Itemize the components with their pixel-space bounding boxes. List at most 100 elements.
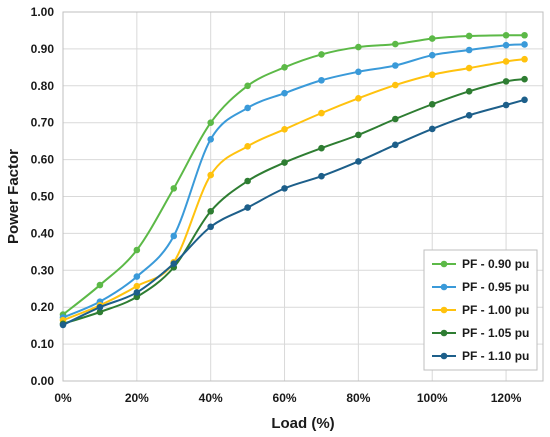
data-point	[465, 46, 473, 54]
data-point	[428, 125, 436, 133]
y-tick-label: 0.50	[31, 190, 55, 204]
series-line	[62, 58, 525, 322]
x-tick-label: 120%	[491, 391, 522, 405]
data-point	[170, 185, 178, 192]
y-tick-label: 0.80	[31, 79, 55, 93]
data-point	[392, 62, 399, 69]
x-tick-label: 80%	[346, 391, 370, 405]
data-point	[392, 40, 399, 48]
legend-item: PF - 0.90 pu	[432, 257, 529, 271]
y-tick-label: 0.40	[31, 226, 55, 240]
data-point	[521, 41, 528, 48]
legend-label: PF - 0.90 pu	[462, 257, 529, 271]
legend-swatch-marker	[440, 329, 448, 337]
series-line	[62, 43, 525, 319]
series-1	[59, 31, 528, 318]
data-point	[281, 89, 288, 97]
legend-swatch-marker	[440, 283, 448, 291]
data-point	[521, 96, 528, 104]
legend-label: PF - 1.05 pu	[462, 326, 529, 340]
series-line	[62, 34, 525, 316]
data-point	[392, 141, 399, 149]
data-point	[96, 303, 104, 311]
data-point	[318, 109, 325, 117]
data-point	[281, 64, 288, 71]
data-point	[502, 101, 510, 109]
data-point	[465, 112, 473, 119]
data-point	[96, 281, 104, 289]
data-point	[355, 158, 362, 165]
data-point	[521, 31, 528, 39]
y-tick-label: 0.00	[31, 374, 55, 388]
legend-swatch-marker	[440, 352, 448, 360]
data-point	[133, 282, 141, 290]
x-tick-label: 100%	[417, 391, 448, 405]
y-axis-ticks: 0.00 0.10 0.20 0.30 0.40 0.50 0.60 0.70 0.80 0.90…	[31, 5, 55, 388]
data-point	[207, 207, 214, 215]
data-point	[428, 100, 436, 108]
data-point	[428, 71, 436, 79]
legend-label: PF - 0.95 pu	[462, 280, 529, 294]
data-point	[392, 115, 399, 123]
data-point	[281, 159, 288, 166]
data-point	[207, 136, 214, 143]
y-tick-label: 0.20	[31, 300, 55, 314]
data-point	[465, 64, 473, 72]
data-point	[133, 273, 141, 280]
data-point	[428, 35, 436, 42]
data-point	[281, 185, 288, 192]
data-point	[465, 88, 473, 95]
data-point	[244, 82, 251, 90]
y-tick-label: 0.30	[31, 263, 55, 277]
y-tick-label: 0.70	[31, 116, 55, 130]
data-point	[355, 43, 362, 51]
data-point	[207, 223, 214, 231]
data-point	[392, 81, 399, 89]
x-axis-title: Load (%)	[271, 415, 334, 432]
data-point	[502, 31, 510, 39]
legend-label: PF - 1.10 pu	[462, 349, 529, 363]
x-axis-ticks: 0% 20% 40% 60% 80% 100% 120%	[54, 391, 521, 405]
data-point	[355, 68, 362, 76]
data-point	[59, 321, 67, 329]
data-point	[96, 308, 104, 316]
legend: PF - 0.90 pu PF - 0.95 pu PF - 1.00 pu PF -…	[423, 249, 538, 371]
series-line	[62, 78, 525, 325]
data-point	[502, 78, 510, 85]
data-point	[244, 143, 251, 150]
y-tick-label: 1.00	[31, 5, 55, 19]
x-tick-label: 20%	[125, 391, 149, 405]
legend-item: PF - 1.00 pu	[432, 303, 529, 317]
data-point	[170, 260, 178, 267]
legend-item: PF - 0.95 pu	[432, 280, 529, 294]
legend-item: PF - 1.05 pu	[432, 326, 529, 340]
data-point	[170, 232, 178, 240]
series-5	[59, 96, 528, 329]
legend-swatch-marker	[440, 306, 448, 314]
data-point	[502, 41, 510, 49]
x-tick-label: 40%	[199, 391, 223, 405]
data-point	[244, 204, 251, 211]
data-point	[133, 289, 141, 296]
data-point	[355, 95, 362, 102]
y-tick-label: 0.60	[31, 153, 55, 167]
data-point	[281, 126, 288, 133]
x-tick-label: 0%	[54, 391, 72, 405]
legend-label: PF - 1.00 pu	[462, 303, 529, 317]
data-point	[521, 75, 528, 83]
y-axis-title: Power Factor	[5, 149, 22, 244]
series-layer	[59, 31, 528, 329]
data-point	[133, 246, 141, 254]
data-point	[318, 144, 325, 152]
y-tick-label: 0.90	[31, 42, 55, 56]
x-tick-label: 60%	[273, 391, 297, 405]
data-point	[502, 58, 510, 65]
data-point	[207, 119, 214, 126]
data-point	[318, 51, 325, 58]
y-tick-label: 0.10	[31, 337, 55, 351]
data-point	[318, 76, 325, 84]
data-point	[465, 32, 473, 40]
data-point	[355, 131, 362, 139]
